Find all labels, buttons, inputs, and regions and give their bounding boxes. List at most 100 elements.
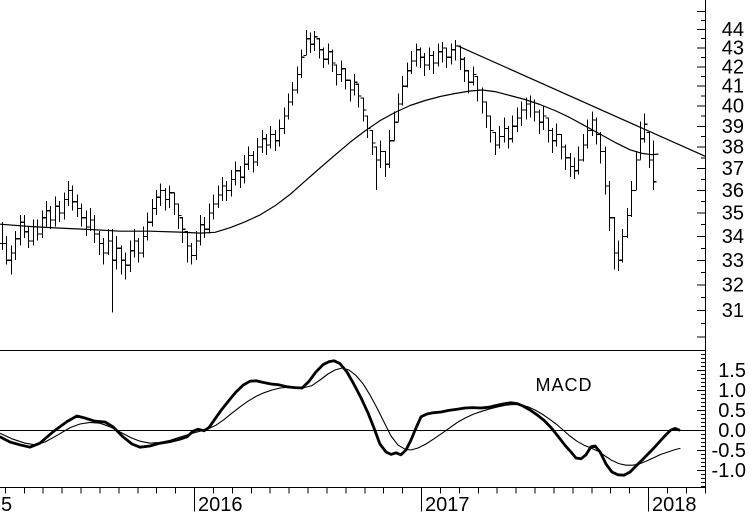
ohlc-bar <box>386 129 393 169</box>
ohlc-bar <box>509 115 516 143</box>
ohlc-bar <box>584 119 591 149</box>
ohlc-bar <box>338 60 345 82</box>
year-label: 5 <box>1 494 12 516</box>
ohlc-bar <box>12 231 19 260</box>
ohlc-bar <box>135 238 142 263</box>
ohlc-bar <box>69 185 76 211</box>
ohlc-bar <box>179 217 186 243</box>
ohlc-bar <box>175 203 182 229</box>
ohlc-bar <box>65 181 72 206</box>
macd-panel-label: MACD <box>536 375 593 395</box>
time-axis: 5 2016 2017 2018 <box>1 487 706 516</box>
macd-axis-label: 1.0 <box>718 380 746 402</box>
ohlc-bar <box>597 131 604 164</box>
ohlc-bar <box>624 208 631 239</box>
ohlc-bar <box>553 123 560 147</box>
ohlc-bar <box>259 129 266 153</box>
price-axis-label: 41 <box>722 76 744 98</box>
ohlc-bar <box>267 125 274 149</box>
ohlc-bar <box>228 170 235 197</box>
ohlc-bar <box>426 47 433 71</box>
ohlc-bar <box>575 146 582 175</box>
ohlc-bar <box>369 129 376 156</box>
ohlc-bar <box>435 43 442 67</box>
ohlc-bar <box>404 62 411 88</box>
ohlc-bar <box>241 155 248 184</box>
ohlc-bar <box>232 161 239 186</box>
ohlc-bar <box>100 238 107 265</box>
price-axis-label: 36 <box>722 180 744 202</box>
ohlc-bar <box>391 111 398 142</box>
price-panel <box>0 29 706 313</box>
ohlc-bar <box>619 228 626 263</box>
ohlc-bar <box>355 83 362 108</box>
price-axis-label: 34 <box>722 226 744 248</box>
price-axis-label: 32 <box>722 275 744 297</box>
ohlc-bar <box>492 131 499 156</box>
ohlc-bar <box>25 226 32 248</box>
ohlc-bar <box>602 146 609 195</box>
ohlc-bar <box>448 43 455 65</box>
ohlc-bar <box>329 49 336 73</box>
axis-frame <box>0 0 706 488</box>
ohlc-bar <box>201 217 208 239</box>
ohlc-bar <box>285 93 292 120</box>
year-label: 2016 <box>198 494 243 516</box>
ohlc-bars <box>0 29 657 313</box>
ohlc-bar <box>34 219 41 241</box>
price-axis-label: 44 <box>722 19 744 41</box>
ohlc-bar <box>149 198 156 227</box>
ohlc-bar <box>17 214 24 246</box>
ohlc-bar <box>316 38 323 59</box>
ohlc-bar <box>377 140 384 169</box>
ohlc-bar <box>606 181 613 232</box>
ohlc-bar <box>641 113 648 143</box>
macd-signal-line <box>0 367 681 466</box>
price-axis-label: 40 <box>722 95 744 117</box>
ohlc-bar <box>8 245 15 275</box>
ohlc-bar <box>223 181 230 202</box>
ohlc-bar <box>540 105 547 130</box>
ohlc-bar <box>439 41 446 63</box>
ohlc-bar <box>127 240 134 273</box>
ohlc-bar <box>474 75 481 102</box>
price-axis-label: 31 <box>722 300 744 322</box>
price-axis-label: 35 <box>722 203 744 225</box>
ohlc-bar <box>122 252 129 280</box>
ohlc-bar <box>351 74 358 96</box>
ohlc-bar <box>210 194 217 220</box>
ohlc-bar <box>197 214 204 246</box>
ohlc-bar <box>611 217 618 270</box>
ohlc-bar <box>254 138 261 166</box>
ohlc-bar <box>580 134 587 162</box>
ohlc-bar <box>571 157 578 179</box>
ohlc-bar <box>589 111 596 137</box>
ohlc-bar <box>413 43 420 67</box>
ohlc-bar <box>91 214 98 243</box>
ohlc-bar <box>294 66 301 94</box>
ohlc-bar <box>47 205 54 229</box>
trendline <box>456 45 706 157</box>
price-axis-label: 42 <box>722 56 744 78</box>
ohlc-bar <box>360 97 367 122</box>
ohlc-bar <box>461 56 468 82</box>
ohlc-bar <box>646 131 653 169</box>
ohlc-bar <box>496 125 503 149</box>
price-axis-label: 39 <box>722 116 744 138</box>
ohlc-bar <box>633 150 640 192</box>
macd-axis-label: 1.5 <box>718 360 746 382</box>
ohlc-bar <box>144 212 151 241</box>
macd-axis-label: -0.5 <box>712 440 746 462</box>
ohlc-bar <box>188 242 195 265</box>
ohlc-bar <box>505 125 512 149</box>
ohlc-bar <box>184 231 191 263</box>
ohlc-bar <box>193 231 200 260</box>
ohlc-bar <box>281 107 288 135</box>
ohlc-bar <box>56 201 63 222</box>
ohlc-bar <box>470 66 477 86</box>
price-axis-label: 43 <box>722 37 744 59</box>
price-axis-label: 37 <box>722 158 744 180</box>
